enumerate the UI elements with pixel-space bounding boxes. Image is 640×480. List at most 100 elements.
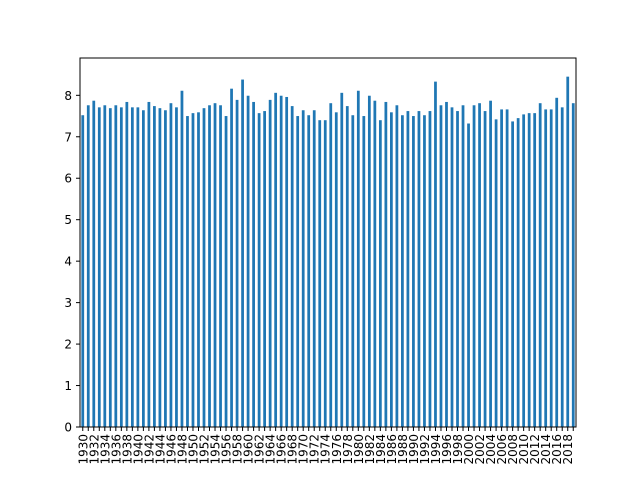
bar-2019	[571, 103, 575, 427]
x-tick-label-1964: 1964	[264, 434, 278, 465]
bar-1946	[169, 103, 173, 427]
bar-1964	[268, 99, 272, 427]
y-tick-label: 6	[64, 172, 72, 186]
bar-2012	[533, 113, 537, 427]
bar-1961	[252, 101, 255, 427]
bar-2018	[566, 76, 570, 427]
bar-1987	[395, 105, 399, 428]
x-tick-label-1948: 1948	[175, 434, 189, 465]
bar-1990	[412, 116, 415, 427]
x-tick-label-2010: 2010	[517, 434, 531, 465]
bar-1952	[202, 108, 206, 428]
x-tick-label-2000: 2000	[462, 434, 476, 465]
x-tick-label-1934: 1934	[98, 434, 112, 465]
x-axis: 1930193219341936193819401942194419461948…	[76, 427, 575, 465]
x-tick-label-1938: 1938	[120, 434, 134, 465]
plot-frame	[79, 57, 577, 428]
bar-1939	[130, 107, 134, 427]
y-tick-label: 0	[64, 421, 72, 435]
x-tick-label-2016: 2016	[550, 434, 564, 465]
bar-1994	[434, 81, 437, 427]
bar-2010	[522, 114, 526, 427]
x-tick-label-2014: 2014	[539, 434, 553, 465]
x-tick-label-1940: 1940	[131, 434, 145, 465]
x-tick-label-2018: 2018	[561, 434, 575, 465]
bar-1992	[423, 115, 426, 427]
bar-2008	[511, 121, 514, 428]
x-tick-label-1990: 1990	[407, 434, 421, 465]
bar-1948	[180, 90, 184, 427]
bars-group	[81, 76, 575, 428]
bar-1995	[439, 105, 443, 428]
x-tick-label-1958: 1958	[231, 434, 245, 465]
bar-1970	[301, 110, 305, 428]
x-tick-label-1982: 1982	[363, 434, 377, 465]
bar-1981	[362, 116, 366, 427]
bar-1932	[92, 100, 96, 427]
bar-1998	[456, 111, 459, 427]
bar-1963	[263, 111, 266, 427]
bar-2009	[516, 118, 520, 428]
bar-1996	[445, 101, 448, 427]
bar-1997	[450, 107, 454, 427]
bar-1949	[186, 116, 189, 427]
bar-1977	[340, 92, 344, 427]
bar-1979	[351, 115, 355, 427]
x-tick-label-1968: 1968	[286, 434, 300, 465]
bar-1937	[119, 107, 123, 427]
bar-1984	[378, 120, 382, 427]
bar-1955	[219, 105, 222, 428]
x-tick-label-1972: 1972	[308, 434, 322, 465]
y-axis: 0 1 2 3 4 5 6 7 8	[64, 89, 80, 435]
bar-2013	[538, 103, 542, 427]
x-tick-label-1960: 1960	[242, 434, 256, 465]
bar-1951	[197, 112, 200, 427]
bar-1989	[406, 111, 410, 427]
x-tick-label-1952: 1952	[198, 434, 212, 465]
bar-1969	[296, 116, 300, 427]
x-tick-label-1962: 1962	[253, 434, 267, 465]
bar-1941	[142, 110, 145, 428]
bar-1978	[345, 106, 349, 427]
x-tick-label-1998: 1998	[451, 434, 465, 465]
y-tick-label: 4	[64, 255, 72, 269]
x-tick-label-1966: 1966	[275, 434, 289, 465]
x-tick-label-1970: 1970	[297, 434, 311, 465]
bar-1971	[307, 115, 311, 427]
bar-2017	[560, 107, 564, 427]
x-tick-label-1986: 1986	[385, 434, 399, 465]
bar-1947	[175, 107, 178, 427]
x-tick-label-1932: 1932	[87, 434, 101, 465]
bar-1999	[461, 105, 465, 428]
bar-2001	[472, 105, 476, 428]
x-tick-label-1944: 1944	[153, 434, 167, 465]
x-tick-label-2004: 2004	[484, 434, 498, 465]
bar-1973	[318, 120, 322, 427]
bar-2003	[483, 111, 487, 427]
x-tick-label-2002: 2002	[473, 434, 487, 465]
bar-1935	[108, 108, 112, 428]
bar-1993	[428, 111, 432, 427]
bar-2005	[494, 119, 498, 428]
bar-1980	[356, 90, 360, 427]
bar-1988	[401, 115, 404, 427]
x-tick-label-1976: 1976	[330, 434, 344, 465]
bar-1944	[158, 108, 162, 428]
bar-1991	[417, 111, 421, 427]
bar-2000	[467, 123, 470, 427]
bar-2014	[544, 109, 548, 427]
y-tick-label: 7	[64, 130, 72, 144]
bar-1985	[384, 101, 388, 427]
bar-1950	[191, 113, 195, 427]
bar-1958	[235, 99, 239, 427]
x-tick-label-1954: 1954	[209, 434, 223, 465]
bar-1959	[241, 79, 244, 427]
bar-1930	[81, 115, 85, 427]
x-tick-label-1988: 1988	[396, 434, 410, 465]
x-tick-label-1992: 1992	[418, 434, 432, 465]
x-tick-label-1980: 1980	[352, 434, 366, 465]
bar-1976	[334, 112, 338, 427]
x-tick-label-2006: 2006	[495, 434, 509, 465]
y-tick-label: 5	[64, 213, 72, 227]
